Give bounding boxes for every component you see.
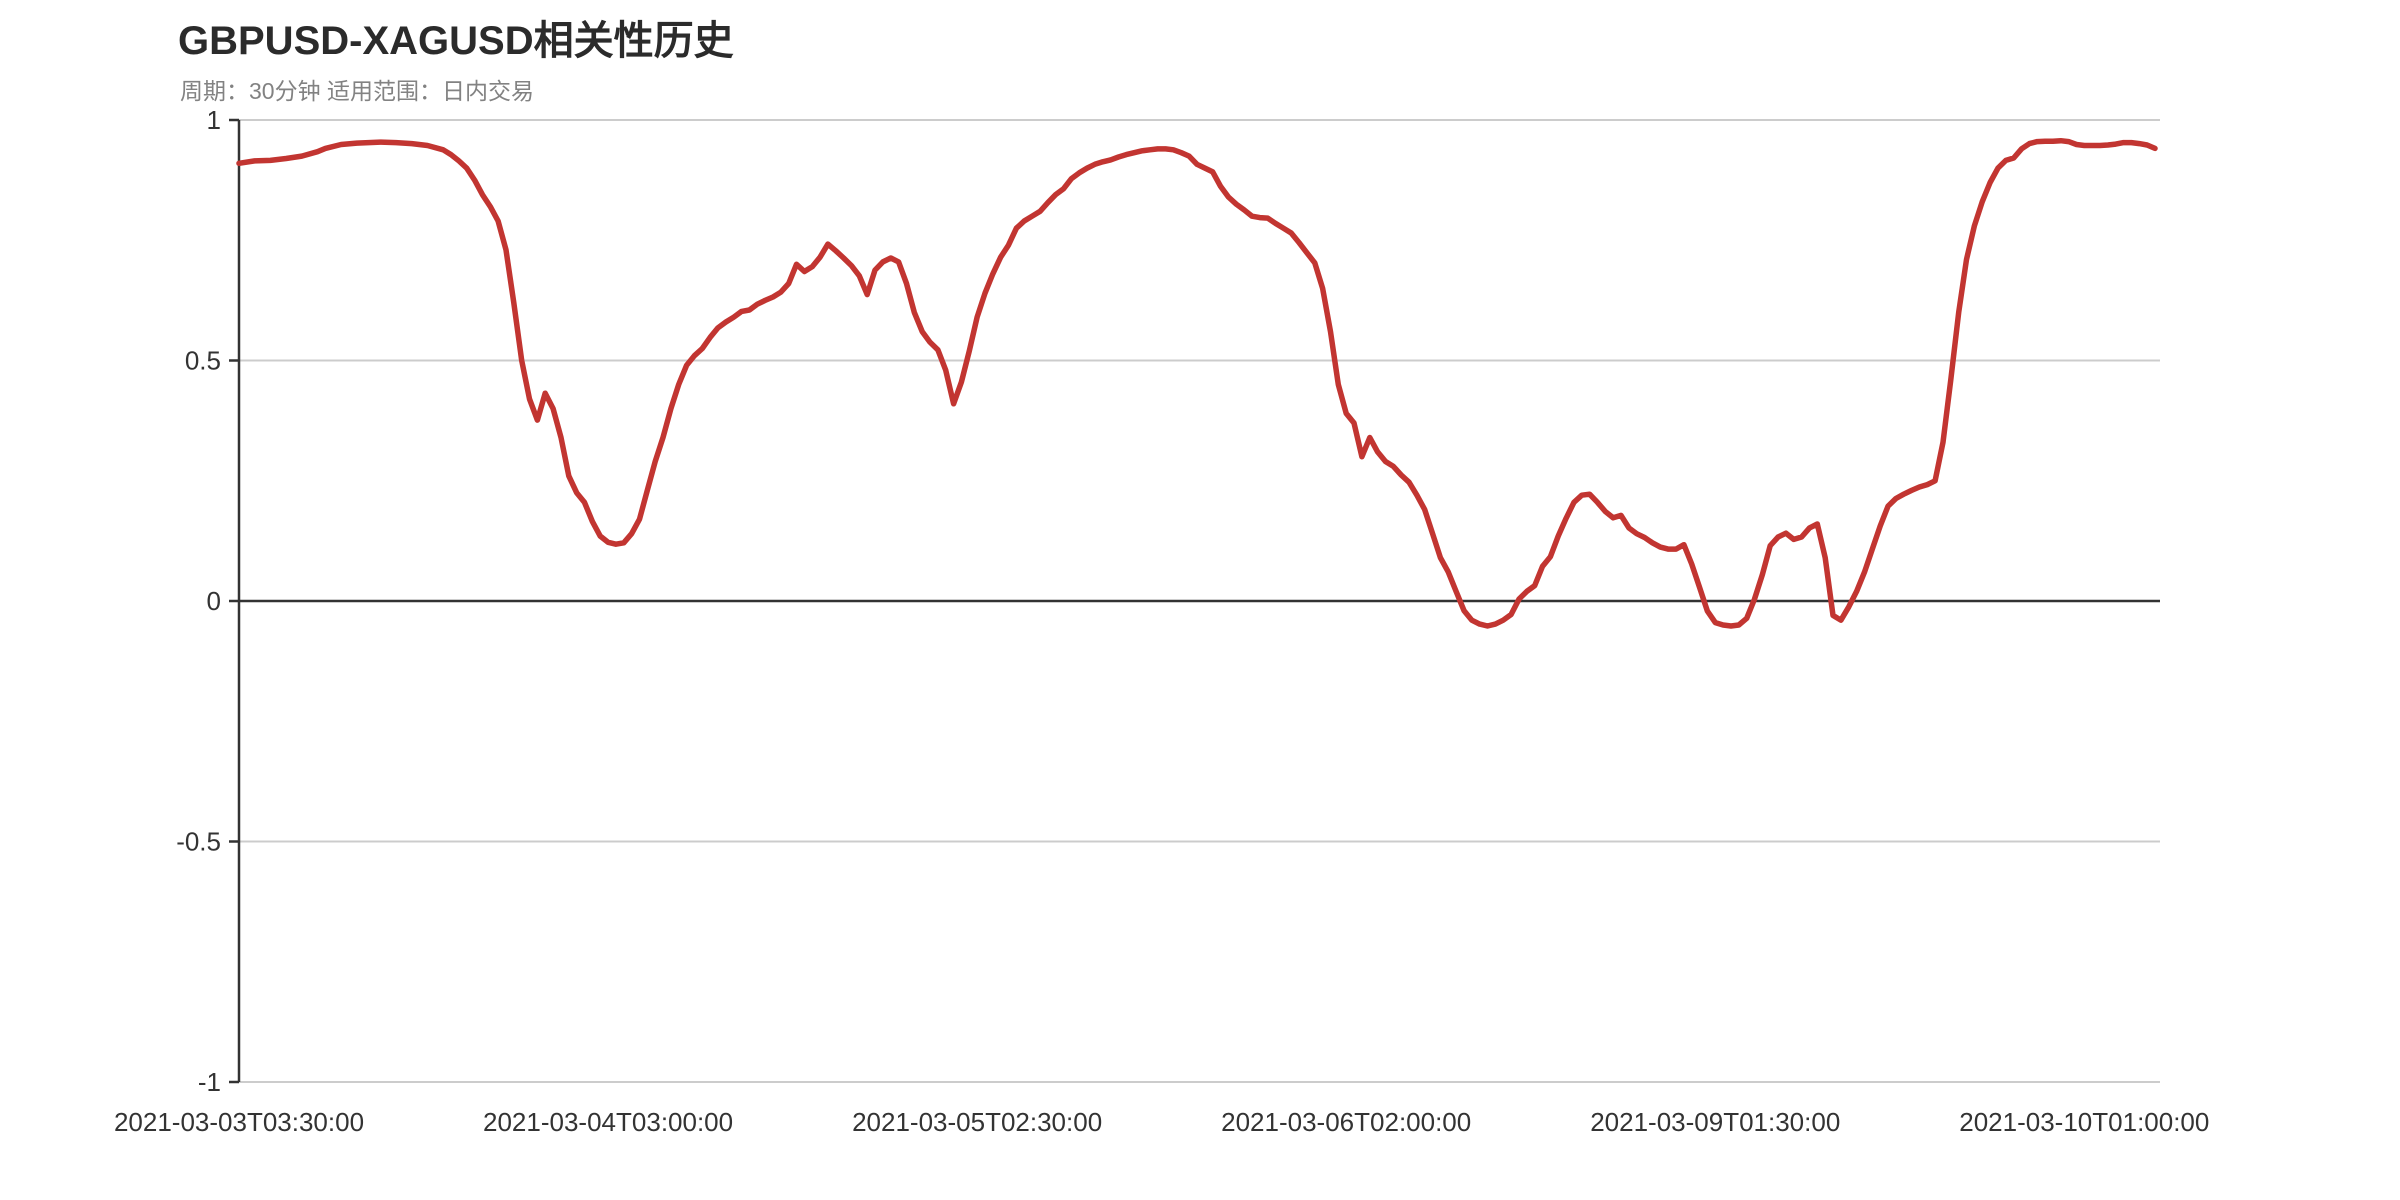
- x-axis-label: 2021-03-09T01:30:00: [1590, 1107, 1840, 1137]
- correlation-series-line: [236, 137, 2158, 629]
- y-axis-label: 1: [207, 105, 221, 135]
- x-axis-label: 2021-03-10T01:00:00: [1959, 1107, 2209, 1137]
- page-subtitle: 周期：30分钟 适用范围：日内交易: [180, 78, 534, 104]
- y-axis-label: -1: [198, 1067, 221, 1097]
- page-title: GBPUSD-XAGUSD相关性历史: [178, 19, 734, 63]
- x-axis-label: 2021-03-05T02:30:00: [852, 1107, 1102, 1137]
- y-axis-label: 0: [207, 586, 221, 616]
- x-axis-label: 2021-03-03T03:30:00: [114, 1107, 364, 1137]
- y-axis-label: -0.5: [176, 827, 221, 857]
- x-axis-label: 2021-03-06T02:00:00: [1221, 1107, 1471, 1137]
- y-axis-label: 0.5: [185, 346, 221, 376]
- x-axis-label: 2021-03-04T03:00:00: [483, 1107, 733, 1137]
